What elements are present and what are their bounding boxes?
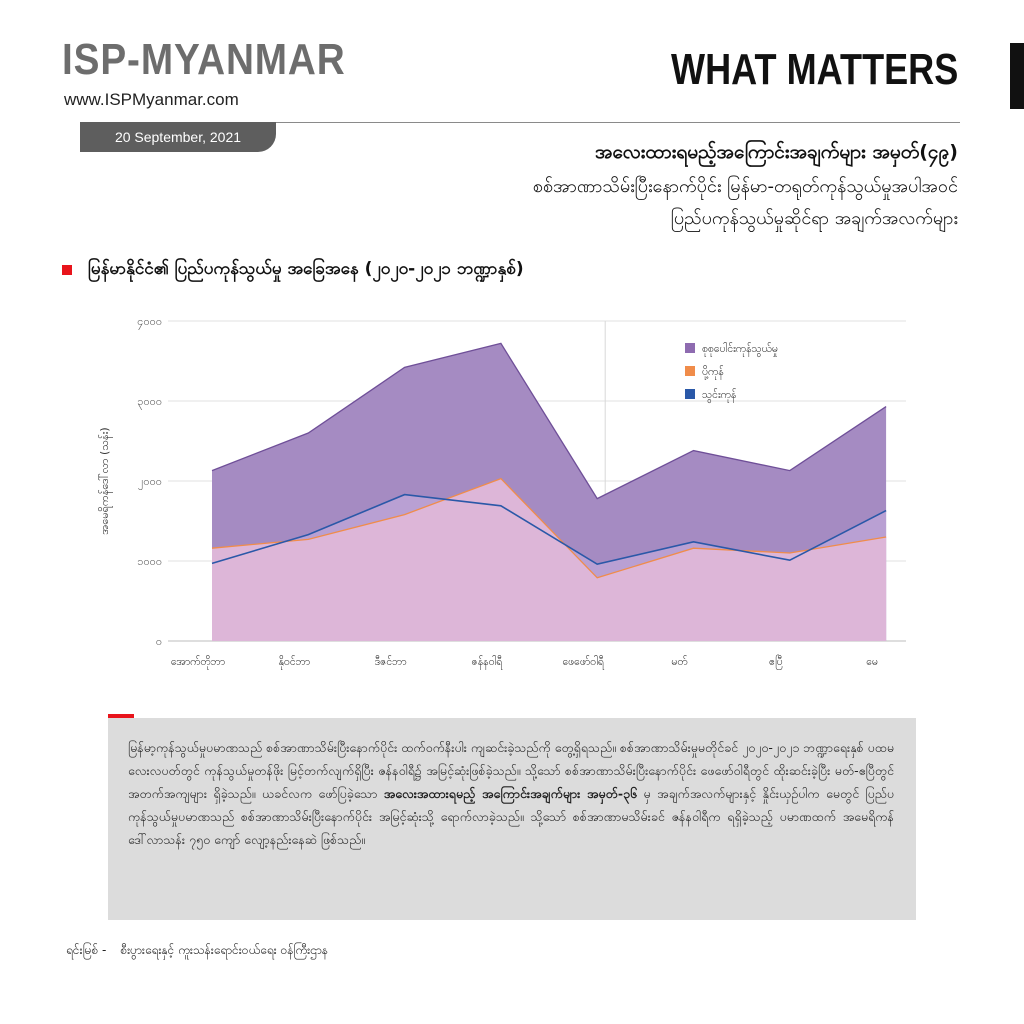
legend-label: စုစုပေါင်းကုန်သွယ်မှု <box>702 342 778 357</box>
source-text: စီးပွားရေးနှင့် ကူးသန်းရောင်းဝယ်ရေး ဝန်က… <box>120 943 329 957</box>
x-tick-label: ဖေဖော်ဝါရီ <box>562 655 603 670</box>
brand-title: WHAT MATTERS <box>670 45 958 94</box>
website-link[interactable]: www.ISPMyanmar.com <box>64 90 239 109</box>
logo: ISP-MYANMAR <box>62 35 346 84</box>
y-tick-label: ၀ <box>156 635 162 648</box>
note-bold-ref: အလေးအထားရမည့် အကြောင်းအချက်များ အမှတ်-၃၆ <box>383 786 638 801</box>
section-title: မြန်မာနိုင်ငံ၏ ပြည်ပကုန်သွယ်မှု အခြေအနေ … <box>88 259 524 279</box>
legend-swatch <box>685 366 695 376</box>
x-tick-label: ဇန်နဝါရီ <box>471 655 502 670</box>
page-subtitle-line2: ပြည်ပကုန်သွယ်မှုဆိုင်ရာ အချက်အလက်များ <box>670 208 958 229</box>
legend-swatch <box>685 389 695 399</box>
edge-accent-bar <box>1010 43 1024 109</box>
y-tick-label: ၁၀၀၀ <box>137 555 162 568</box>
date-badge: 20 September, 2021 <box>80 122 276 152</box>
legend-label: ပို့ကုန် <box>702 365 724 380</box>
source-line: ရင်းမြစ် - စီးပွားရေးနှင့် ကူးသန်းရောင်းဝ… <box>66 942 328 960</box>
x-tick-label: အောက်တိုဘာ <box>171 655 225 670</box>
header-divider <box>276 122 960 123</box>
source-label: ရင်းမြစ် - <box>66 943 107 957</box>
y-axis-label: အမေရိကန်ဒေါ်လာ (သန်း) <box>98 427 113 534</box>
note-text: မြန်မာ့ကုန်သွယ်မှုပမာဏသည် စစ်အာဏာသိမ်းပြ… <box>128 740 894 801</box>
note-accent <box>108 714 134 718</box>
legend-label: သွင်းကုန် <box>702 388 736 403</box>
y-tick-label: ၃၀၀၀ <box>137 395 162 410</box>
note-box: မြန်မာ့ကုန်သွယ်မှုပမာဏသည် စစ်အာဏာသိမ်းပြ… <box>108 718 916 920</box>
y-tick-label: ၄၀၀၀ <box>137 315 162 330</box>
legend-swatch <box>685 343 695 353</box>
x-tick-label: ဒီဇင်ဘာ <box>375 655 407 668</box>
x-tick-label: မတ် <box>671 655 687 668</box>
x-tick-label: ဧပြီ <box>769 654 783 670</box>
note-text-end: မှ အချက်အလက်များနှင့် နှိုင်းယှဉ်ပါက မေတ… <box>128 786 894 847</box>
series-area-exports <box>212 478 887 641</box>
series-line-total <box>211 342 887 500</box>
x-tick-label: နိုဝင်ဘာ <box>279 655 311 670</box>
y-tick-label: ၂၀၀၀ <box>138 475 162 490</box>
page-subtitle-line1: စစ်အာဏာသိမ်းပြီးနောက်ပိုင်း မြန်မာ-တရုတ်… <box>532 176 958 197</box>
page-title: အလေးထားရမည့်အကြောင်းအချက်များ အမှတ်(၄၉) <box>595 141 958 163</box>
series-line-exports <box>211 477 887 579</box>
section-marker <box>62 265 72 275</box>
x-tick-label: မေ <box>866 656 878 668</box>
series-line-imports <box>211 493 887 566</box>
